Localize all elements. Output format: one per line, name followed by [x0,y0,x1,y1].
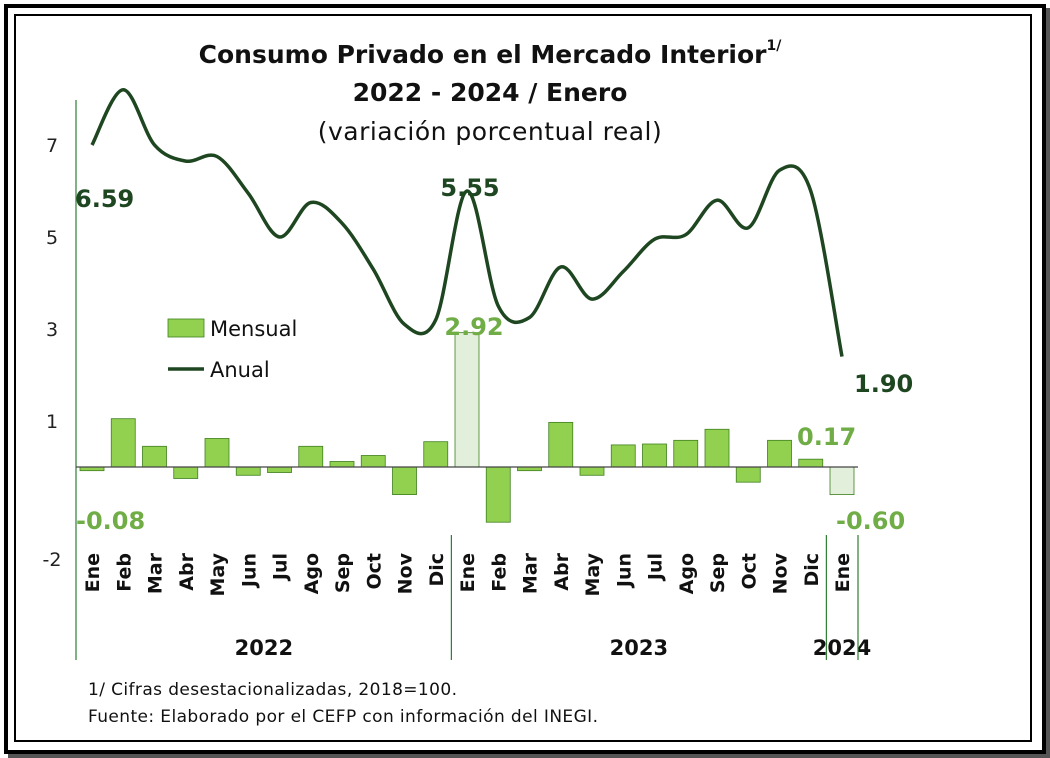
y-tick-label: 3 [46,319,58,341]
title-note-mark: 1/ [766,38,782,54]
bar-mensual [579,466,605,476]
x-tick-label: May [582,552,604,596]
x-tick-label: Nov [770,552,792,594]
bar-mensual [829,466,855,496]
chart-subtitle: (variación porcentual real) [317,117,663,146]
legend-swatch-mensual [167,318,205,338]
x-tick-label: Jun [238,553,260,589]
x-tick-label: Mar [520,552,542,594]
x-tick-label: Nov [395,552,417,594]
x-tick-label: Dic [801,553,823,587]
bar-mensual [454,332,480,468]
data-label-anual: 6.59 [75,185,134,213]
chart-title-line1: Consumo Privado en el Mercado Interior1/ [0,38,980,69]
bar-mensual [798,458,824,468]
x-tick-label: Ene [82,553,104,592]
x-tick-label: Oct [363,553,385,590]
bar-mensual [298,445,324,468]
x-tick-label: Feb [113,553,135,592]
x-tick-label: Abr [176,552,198,590]
chart-title-text: Consumo Privado en el Mercado Interior [198,40,767,69]
bar-mensual [704,428,730,468]
data-label-mensual: 2.92 [444,313,503,341]
data-label-mensual: 0.17 [797,423,856,451]
bar-mensual [642,443,667,468]
y-tick-label: 5 [46,227,58,249]
bar-mensual [735,466,761,483]
x-tick-label: Jul [645,553,667,582]
x-tick-label: Sep [332,553,354,593]
legend-label-mensual: Mensual [210,317,297,341]
x-tick-label: Mar [145,552,167,594]
data-label-anual: 5.55 [440,174,499,202]
year-label: 2024 [813,636,871,660]
x-tick-label: Dic [426,553,448,587]
y-tick-label: 1 [46,411,58,433]
y-tick-label: -2 [43,549,62,571]
x-tick-label: Jul [270,553,292,582]
year-label: 2023 [610,636,668,660]
bar-mensual [329,461,355,468]
bar-mensual [423,441,449,468]
bar-mensual [392,466,417,496]
bar-mensual [142,445,167,468]
x-tick-label: Ene [457,553,479,592]
outer-frame [4,4,1046,754]
footnote-source: Fuente: Elaborado por el CEFP con inform… [88,707,599,727]
year-label: 2022 [235,636,293,660]
x-tick-label: Ago [676,553,698,594]
bar-mensual [173,466,199,479]
x-tick-label: Sep [707,553,729,593]
line-anual [90,88,844,357]
data-label-mensual: -0.60 [836,507,905,535]
bar-mensual [673,439,699,468]
chart-title-line2: 2022 - 2024 / Enero [352,78,628,107]
bar-mensual [204,438,230,468]
bar-mensual [767,439,792,468]
bar-mensual [610,444,636,468]
data-label-mensual: -0.08 [76,507,145,535]
x-tick-label: May [207,552,229,596]
data-label-anual: 1.90 [854,370,913,398]
x-tick-label: Ene [832,553,854,592]
x-tick-label: Abr [551,552,573,590]
x-tick-label: Oct [738,553,760,590]
bar-mensual [485,466,511,523]
inner-frame [14,14,1032,742]
x-tick-label: Ago [301,553,323,594]
x-tick-label: Jun [613,553,635,589]
y-tick-label: 7 [46,135,58,157]
bar-mensual [360,455,386,468]
bar-mensual [267,466,292,473]
bar-mensual [235,466,261,476]
legend-label-anual: Anual [210,358,270,382]
footnote-1: 1/ Cifras desestacionalizadas, 2018=100. [88,680,458,700]
bar-mensual [110,418,136,468]
bar-mensual [548,421,574,468]
x-tick-label: Feb [488,553,510,592]
